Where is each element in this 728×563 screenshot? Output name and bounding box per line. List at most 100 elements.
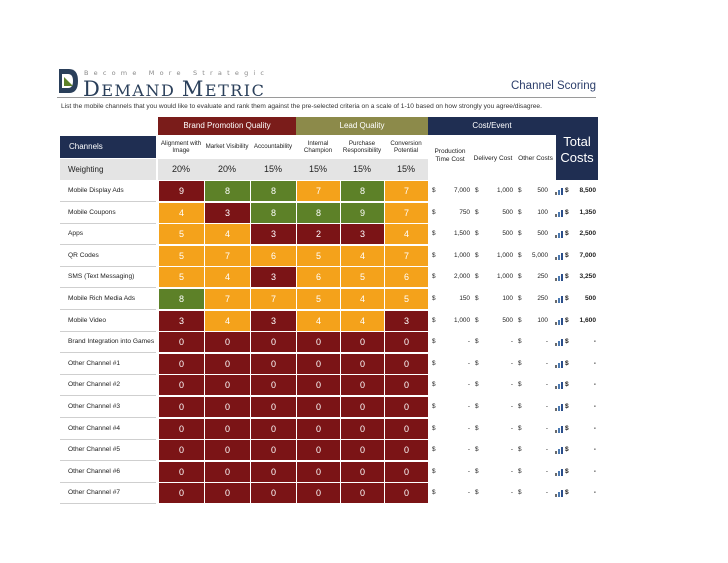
other-cost-value[interactable]: 100 [537,317,548,324]
production-cost-value[interactable]: 1,500 [454,230,470,237]
score-cell[interactable]: 0 [251,375,296,395]
score-cell[interactable]: 0 [341,419,384,439]
score-cell[interactable]: 0 [205,397,250,417]
score-cell[interactable]: 0 [297,440,340,460]
score-cell[interactable]: 4 [341,311,384,331]
score-cell[interactable]: 0 [159,462,204,482]
score-cell[interactable]: 0 [385,354,428,374]
other-cost-value[interactable]: 250 [537,273,548,280]
score-cell[interactable]: 0 [385,483,428,503]
production-cost-value[interactable]: - [467,446,470,453]
score-cell[interactable]: 4 [205,224,250,244]
production-cost-value[interactable]: 7,000 [454,187,470,194]
other-cost-value[interactable]: - [545,468,548,475]
score-cell[interactable]: 0 [159,483,204,503]
score-cell[interactable]: 0 [205,354,250,374]
score-cell[interactable]: 8 [297,203,340,223]
production-cost-value[interactable]: - [467,425,470,432]
score-cell[interactable]: 0 [341,375,384,395]
score-cell[interactable]: 0 [385,440,428,460]
score-cell[interactable]: 5 [297,246,340,266]
score-cell[interactable]: 8 [341,181,384,201]
score-cell[interactable]: 8 [251,203,296,223]
delivery-cost-value[interactable]: 100 [502,295,513,302]
score-cell[interactable]: 5 [385,289,428,309]
score-cell[interactable]: 7 [251,289,296,309]
score-cell[interactable]: 0 [205,375,250,395]
production-cost-value[interactable]: 1,000 [454,317,470,324]
delivery-cost-value[interactable]: - [510,489,513,496]
score-cell[interactable]: 4 [297,311,340,331]
score-cell[interactable]: 0 [251,440,296,460]
score-cell[interactable]: 3 [385,311,428,331]
score-cell[interactable]: 9 [159,181,204,201]
production-cost-value[interactable]: - [467,338,470,345]
score-cell[interactable]: 4 [205,267,250,287]
production-cost-value[interactable]: 150 [459,295,470,302]
score-cell[interactable]: 9 [341,203,384,223]
score-cell[interactable]: 0 [205,332,250,352]
score-cell[interactable]: 5 [297,289,340,309]
score-cell[interactable]: 0 [297,462,340,482]
score-cell[interactable]: 6 [385,267,428,287]
score-cell[interactable]: 0 [159,419,204,439]
score-cell[interactable]: 5 [159,246,204,266]
other-cost-value[interactable]: - [545,446,548,453]
score-cell[interactable]: 0 [251,419,296,439]
score-cell[interactable]: 0 [341,332,384,352]
score-cell[interactable]: 8 [159,289,204,309]
delivery-cost-value[interactable]: 1,000 [497,252,513,259]
score-cell[interactable]: 0 [159,375,204,395]
score-cell[interactable]: 0 [251,332,296,352]
score-cell[interactable]: 0 [205,483,250,503]
score-cell[interactable]: 0 [385,332,428,352]
score-cell[interactable]: 0 [251,483,296,503]
score-cell[interactable]: 4 [205,311,250,331]
score-cell[interactable]: 0 [341,462,384,482]
score-cell[interactable]: 7 [385,203,428,223]
score-cell[interactable]: 6 [251,246,296,266]
other-cost-value[interactable]: 500 [537,230,548,237]
score-cell[interactable]: 0 [297,483,340,503]
production-cost-value[interactable]: - [467,489,470,496]
score-cell[interactable]: 0 [297,332,340,352]
score-cell[interactable]: 0 [341,440,384,460]
score-cell[interactable]: 0 [385,375,428,395]
score-cell[interactable]: 0 [385,462,428,482]
score-cell[interactable]: 0 [251,397,296,417]
score-cell[interactable]: 3 [251,224,296,244]
score-cell[interactable]: 0 [297,397,340,417]
delivery-cost-value[interactable]: 500 [502,230,513,237]
score-cell[interactable]: 0 [341,483,384,503]
other-cost-value[interactable]: 100 [537,209,548,216]
other-cost-value[interactable]: - [545,381,548,388]
score-cell[interactable]: 0 [159,397,204,417]
score-cell[interactable]: 5 [159,224,204,244]
other-cost-value[interactable]: 250 [537,295,548,302]
score-cell[interactable]: 3 [205,203,250,223]
score-cell[interactable]: 0 [297,375,340,395]
score-cell[interactable]: 8 [205,181,250,201]
other-cost-value[interactable]: 500 [537,187,548,194]
delivery-cost-value[interactable]: 500 [502,317,513,324]
other-cost-value[interactable]: - [545,489,548,496]
production-cost-value[interactable]: 1,000 [454,252,470,259]
score-cell[interactable]: 0 [159,354,204,374]
other-cost-value[interactable]: 5,000 [532,252,548,259]
delivery-cost-value[interactable]: - [510,381,513,388]
score-cell[interactable]: 7 [385,246,428,266]
score-cell[interactable]: 3 [251,267,296,287]
score-cell[interactable]: 0 [251,354,296,374]
score-cell[interactable]: 8 [251,181,296,201]
score-cell[interactable]: 0 [385,397,428,417]
score-cell[interactable]: 0 [297,354,340,374]
score-cell[interactable]: 0 [159,440,204,460]
delivery-cost-value[interactable]: - [510,425,513,432]
score-cell[interactable]: 0 [205,462,250,482]
score-cell[interactable]: 5 [159,267,204,287]
score-cell[interactable]: 0 [205,440,250,460]
score-cell[interactable]: 4 [341,289,384,309]
score-cell[interactable]: 0 [205,419,250,439]
production-cost-value[interactable]: - [467,381,470,388]
delivery-cost-value[interactable]: - [510,468,513,475]
